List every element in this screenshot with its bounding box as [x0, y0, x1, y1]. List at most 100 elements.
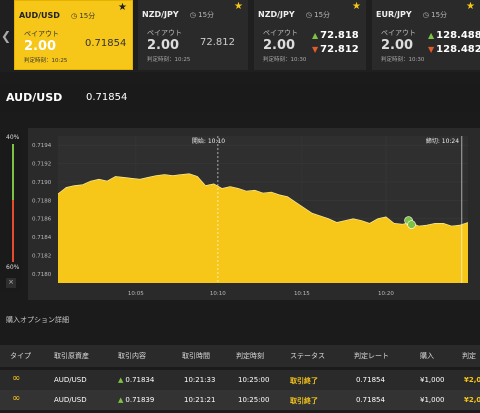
header-asset: 取引原資産: [54, 352, 89, 360]
row-content: ▲ 0.71839: [118, 396, 154, 404]
arrow-up-icon: ▲: [118, 396, 124, 404]
table-row[interactable]: ∞ AUD/USD ▲ 0.71834 10:21:33 10:25:00 取引終…: [0, 370, 480, 390]
rate-up-value: 128.488: [436, 30, 480, 41]
rate-down-value: 72.812: [320, 44, 359, 55]
card-pair: NZD/JPY: [258, 10, 295, 19]
chart-pair: AUD/USD: [6, 91, 63, 104]
payout-label: ペイアウト: [24, 30, 59, 38]
y-tick-label: 0.7180: [32, 272, 52, 278]
clock-icon: ◷ 15分: [422, 11, 448, 19]
card-rate: 0.71854: [85, 38, 127, 49]
card-aud-usd[interactable]: AUD/USD ◷ 15分 ★ ペイアウト 2.00 0.71854 判定時刻：…: [14, 0, 133, 70]
card-judge-time: 判定時刻：10:25: [147, 57, 191, 63]
currency-card-bar: ❮ AUD/USD ◷ 15分 ★ ペイアウト 2.00 0.71854 判定時…: [0, 0, 480, 72]
row-content-value: 0.71834: [125, 376, 155, 384]
card-duration: 15分: [198, 11, 215, 19]
arrow-up-icon: ▲: [312, 31, 319, 40]
x-tick-label: 10:20: [378, 291, 394, 297]
row-time: 10:21:21: [184, 396, 216, 404]
card-nzd-jpy-2[interactable]: NZD/JPY ◷ 15分 ★ ペイアウト 2.00 ▲ 72.818 ▼ 72.8…: [254, 0, 366, 70]
row-content: ▲ 0.71834: [118, 376, 154, 384]
header-type: タイプ: [10, 352, 31, 360]
payout-value: 2.00: [381, 38, 414, 53]
table-row[interactable]: ∞ AUD/USD ▲ 0.71839 10:21:21 10:25:00 取引終…: [0, 390, 480, 410]
row-content-value: 0.71839: [125, 396, 155, 404]
payout-label: ペイアウト: [147, 29, 182, 37]
card-duration: 15分: [431, 11, 448, 19]
start-label: 開始: 10:10: [192, 137, 225, 145]
header-content: 取引内容: [118, 352, 146, 360]
x-tick-label: 10:10: [210, 291, 226, 297]
row-status: 取引終了: [290, 397, 318, 405]
star-icon[interactable]: ★: [352, 1, 361, 12]
row-buy: ¥1,000: [420, 396, 445, 404]
close-icon[interactable]: ×: [6, 278, 16, 288]
rate-up[interactable]: ▲ 72.818: [312, 30, 359, 41]
card-eur-jpy[interactable]: EUR/JPY ◷ 15分 ★ ペイアウト 2.00 ▲ 128.488 ▼ 128…: [372, 0, 480, 70]
gauge-green-bar: [12, 144, 14, 200]
rate-down[interactable]: ▼ 72.812: [312, 44, 359, 55]
row-buy: ¥1,000: [420, 376, 445, 384]
row-result: ¥2,0: [464, 396, 480, 404]
gauge-bottom-percent: 60%: [6, 264, 20, 271]
chart-rate: 0.71854: [86, 92, 128, 103]
price-area: [58, 173, 468, 283]
row-judge: 10:25:00: [238, 396, 270, 404]
y-tick-label: 0.7188: [32, 198, 52, 204]
row-status: 取引終了: [290, 377, 318, 385]
y-tick-label: 0.7182: [32, 253, 51, 259]
clock-icon: ◷ 15分: [71, 12, 96, 20]
price-chart-svg: 0.7194 0.7192 0.7190 0.7188 0.7186 0.7184 0.71…: [32, 136, 469, 297]
section-title: 購入オプション詳細: [6, 316, 69, 324]
header-judge: 判定時刻: [236, 352, 264, 360]
x-tick-label: 10:05: [128, 291, 144, 297]
card-pair: EUR/JPY: [376, 10, 412, 19]
row-judge: 10:25:00: [238, 376, 270, 384]
end-label: 締切: 10:24: [426, 137, 459, 145]
card-pair: AUD/USD: [19, 11, 60, 20]
payout-label: ペイアウト: [381, 29, 416, 37]
card-pair: NZD/JPY: [142, 10, 179, 19]
payout-value: 2.00: [24, 39, 57, 54]
rate-up-value: 72.818: [320, 30, 359, 41]
price-chart: 0.7194 0.7192 0.7190 0.7188 0.7186 0.7184 0.71…: [28, 128, 480, 300]
header-time: 取引時間: [182, 352, 210, 360]
payout-value: 2.00: [147, 38, 180, 53]
row-rate: 0.71854: [356, 396, 385, 404]
card-nzd-jpy-1[interactable]: NZD/JPY ◷ 15分 ★ ペイアウト 2.00 72.812 判定時刻：1…: [138, 0, 248, 70]
y-tick-label: 0.7186: [32, 217, 52, 223]
star-icon[interactable]: ★: [118, 2, 127, 13]
arrow-down-icon: ▼: [312, 45, 319, 54]
star-icon[interactable]: ★: [234, 1, 243, 12]
arrow-down-icon: ▼: [428, 45, 435, 54]
card-duration: 15分: [314, 11, 331, 19]
header-result: 判定: [462, 352, 476, 360]
header-status: ステータス: [290, 352, 325, 360]
y-tick-label: 0.7192: [32, 162, 51, 168]
y-tick-label: 0.7184: [32, 235, 52, 241]
row-asset: AUD/USD: [54, 376, 87, 384]
table-header: タイプ 取引原資産 取引内容 取引時間 判定時刻 ステータス 判定レート 購入 …: [0, 345, 480, 367]
row-result: ¥2,0: [464, 376, 480, 384]
gauge-top-percent: 40%: [6, 134, 20, 141]
payout-value: 2.00: [263, 38, 296, 53]
scroll-left-icon[interactable]: ❮: [0, 29, 12, 43]
gauge-red-bar: [12, 200, 14, 262]
binary-type-icon: ∞: [12, 373, 21, 384]
header-buy: 購入: [420, 352, 434, 360]
rate-down[interactable]: ▼ 128.482: [428, 44, 480, 55]
payout-label: ペイアウト: [263, 29, 298, 37]
arrow-up-icon: ▲: [428, 31, 435, 40]
star-icon[interactable]: ★: [466, 1, 475, 12]
card-rate: 72.812: [200, 37, 235, 48]
rate-down-value: 128.482: [436, 44, 480, 55]
row-time: 10:21:33: [184, 376, 216, 384]
binary-type-icon: ∞: [12, 393, 21, 404]
clock-icon: ◷ 15分: [305, 11, 331, 19]
rate-up[interactable]: ▲ 128.488: [428, 30, 480, 41]
x-tick-label: 10:15: [294, 291, 310, 297]
row-rate: 0.71854: [356, 376, 385, 384]
y-tick-label: 0.7194: [32, 143, 52, 149]
row-asset: AUD/USD: [54, 396, 87, 404]
sentiment-gauge: 40% 60% ×: [0, 132, 22, 292]
